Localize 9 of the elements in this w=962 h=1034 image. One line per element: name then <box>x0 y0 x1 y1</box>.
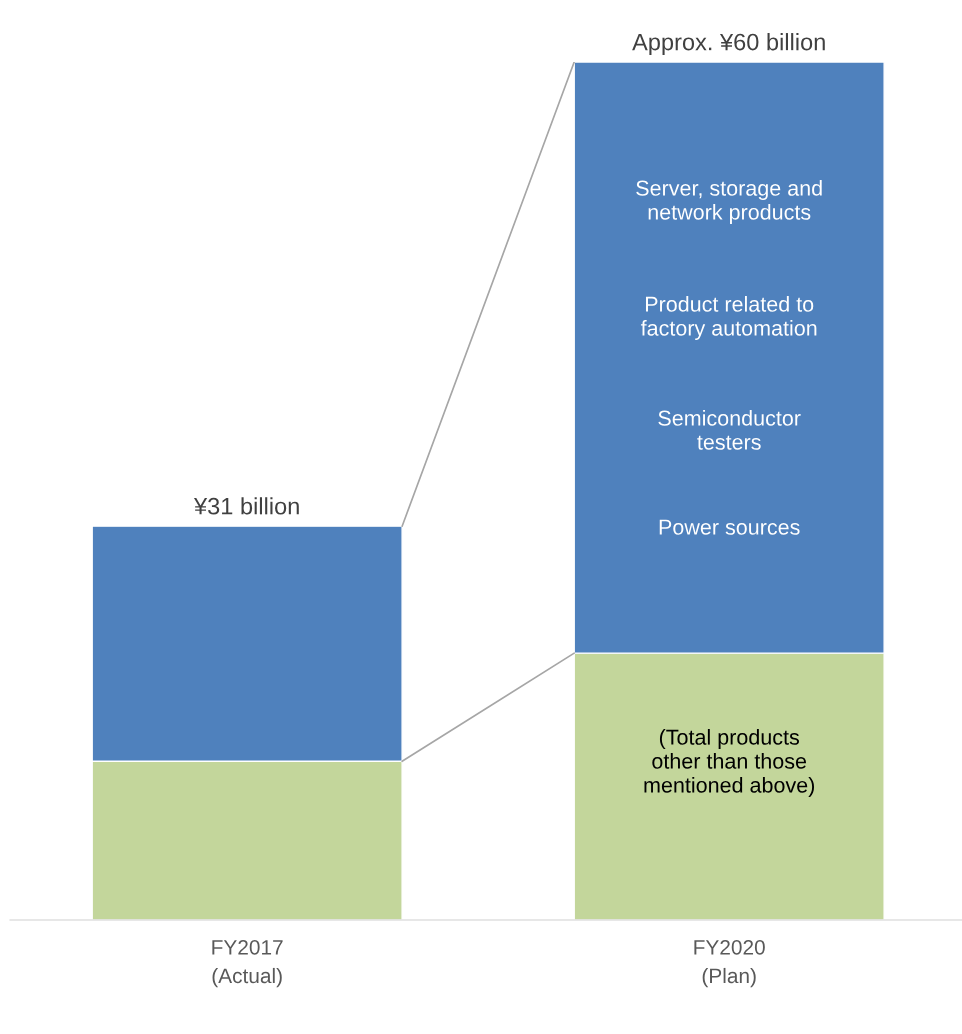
annotation: ¥31 billion <box>193 497 299 515</box>
annotation: Approx. ¥60 billion <box>632 33 825 56</box>
annotation: Product related to factory automation <box>640 295 817 341</box>
annotation: (Total products other than those mentioned above) <box>644 729 815 797</box>
annotation: Server, storage and network products <box>636 179 822 225</box>
x-tick-label: FY2020 (Plan) <box>694 939 765 988</box>
x-tick-label: FY2017 (Actual) <box>212 939 283 988</box>
annotation: Semiconductor testers <box>658 409 801 450</box>
annotation: Power sources <box>659 519 800 535</box>
